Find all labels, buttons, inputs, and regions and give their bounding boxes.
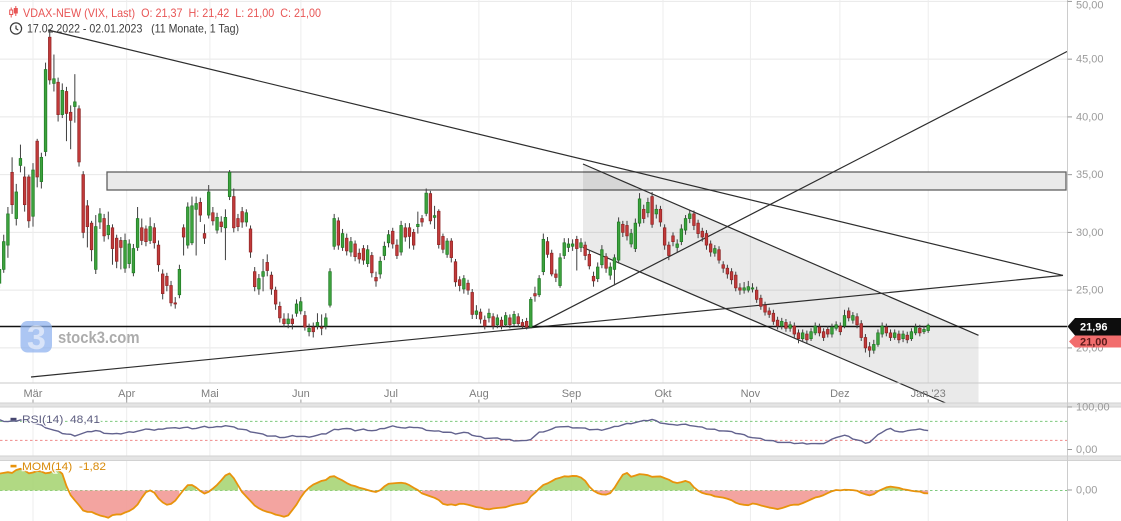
- svg-text:Mai: Mai: [201, 388, 219, 400]
- svg-text:100,00: 100,00: [1076, 402, 1110, 414]
- svg-text:MOM(14) -1,82: MOM(14) -1,82: [22, 461, 106, 473]
- svg-text:0,00: 0,00: [1076, 485, 1097, 497]
- svg-text:Jul: Jul: [384, 388, 398, 400]
- svg-text:stock3.com: stock3.com: [58, 329, 140, 347]
- svg-text:45,00: 45,00: [1076, 54, 1104, 66]
- svg-text:21,00: 21,00: [1080, 337, 1108, 349]
- svg-text:25,00: 25,00: [1076, 285, 1104, 297]
- svg-text:RSI(14) 48,41: RSI(14) 48,41: [22, 414, 100, 426]
- svg-text:50,00: 50,00: [1076, 0, 1104, 12]
- svg-text:3: 3: [27, 319, 46, 357]
- svg-text:Mär: Mär: [24, 388, 43, 400]
- svg-text:Nov: Nov: [741, 388, 761, 400]
- svg-text:Sep: Sep: [562, 388, 582, 400]
- svg-text:VDAX-NEW (VIX, Last) O: 21,37: VDAX-NEW (VIX, Last) O: 21,37 H: 21,42 L…: [23, 7, 321, 20]
- svg-text:40,00: 40,00: [1076, 111, 1104, 123]
- svg-text:Okt: Okt: [654, 388, 671, 400]
- svg-text:21,96: 21,96: [1080, 322, 1108, 334]
- svg-text:Jan '23: Jan '23: [911, 388, 946, 400]
- svg-text:Apr: Apr: [118, 388, 135, 400]
- svg-text:0,00: 0,00: [1076, 444, 1097, 456]
- svg-text:35,00: 35,00: [1076, 169, 1104, 181]
- svg-text:30,00: 30,00: [1076, 227, 1104, 239]
- svg-text:Aug: Aug: [469, 388, 489, 400]
- svg-text:Dez: Dez: [830, 388, 850, 400]
- svg-text:Jun: Jun: [292, 388, 310, 400]
- svg-text:17.02.2022 - 02.01.2023 (11: 17.02.2022 - 02.01.2023 (11 Monate, 1 Ta…: [27, 23, 239, 36]
